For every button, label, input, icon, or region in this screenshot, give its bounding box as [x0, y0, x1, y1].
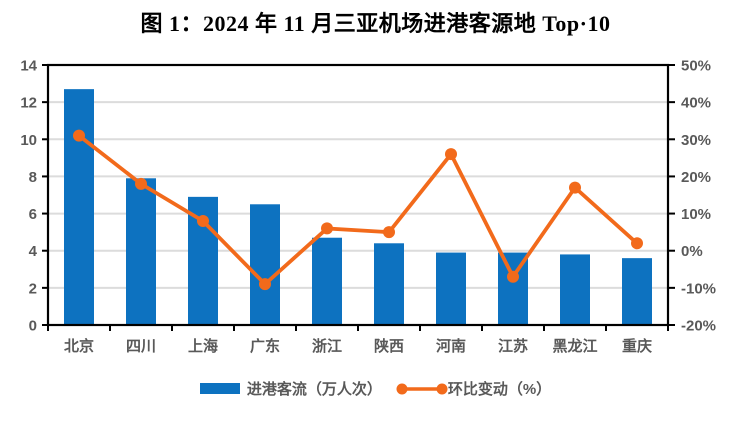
- category-label: 陕西: [374, 337, 404, 355]
- right-axis-label: 0%: [681, 243, 703, 260]
- category-label: 江苏: [498, 337, 528, 355]
- legend-bar-label: 进港客流（万人次）: [246, 381, 382, 398]
- point-江苏: [507, 270, 519, 283]
- line-series: [77, 134, 639, 287]
- point-广东: [259, 278, 271, 291]
- category-label: 重庆: [622, 337, 652, 355]
- right-axis-label: 10%: [681, 206, 711, 223]
- bar-重庆: [622, 258, 652, 325]
- bar-陕西: [374, 243, 404, 325]
- bar-广东: [250, 204, 280, 325]
- left-axis-label: 0: [29, 318, 37, 335]
- left-axis-label: 8: [29, 169, 37, 186]
- left-axis-label: 4: [29, 243, 38, 260]
- category-label: 黑龙江: [552, 337, 597, 355]
- point-四川: [135, 177, 147, 190]
- right-axis-label: -10%: [681, 280, 716, 297]
- point-上海: [197, 215, 209, 227]
- point-河南: [445, 148, 457, 161]
- category-label: 浙江: [312, 337, 342, 355]
- right-axis-label: 20%: [681, 169, 711, 186]
- category-label: 北京: [64, 337, 94, 355]
- legend: 进港客流（万人次） 环比变动（%）: [0, 378, 751, 399]
- left-axis-label: 12: [20, 95, 37, 112]
- point-重庆: [631, 237, 643, 250]
- right-axis-label: -20%: [681, 318, 716, 335]
- category-label: 上海: [188, 337, 218, 355]
- bar-浙江: [312, 237, 342, 325]
- bar-黑龙江: [560, 254, 590, 325]
- right-axis-label: 50%: [681, 58, 711, 75]
- legend-line-dot-left: [396, 383, 408, 394]
- chart-title: 图 1：2024 年 11 月三亚机场进港客源地 Top·10: [140, 11, 611, 36]
- point-浙江: [321, 222, 333, 235]
- bar-四川: [126, 178, 156, 325]
- category-label: 四川: [126, 338, 156, 355]
- left-axis-label: 6: [29, 206, 37, 223]
- right-axis-label: 30%: [681, 132, 711, 149]
- category-label: 河南: [436, 337, 466, 355]
- point-黑龙江: [569, 181, 581, 194]
- category-label: 广东: [250, 337, 280, 355]
- left-axis-label: 10: [20, 132, 37, 149]
- point-北京: [73, 129, 85, 142]
- left-axis-label: 2: [29, 280, 37, 297]
- left-axis-label: 14: [20, 58, 37, 75]
- bar-北京: [64, 89, 94, 326]
- legend-line-dot-right: [436, 383, 448, 394]
- right-axis-label: 40%: [681, 95, 711, 112]
- point-陕西: [383, 226, 395, 239]
- bar-河南: [436, 252, 466, 325]
- legend-bar-swatch-icon: [199, 383, 240, 394]
- legend-line-label: 环比变动（%）: [447, 381, 552, 398]
- legend-line-marker-icon: [396, 382, 448, 396]
